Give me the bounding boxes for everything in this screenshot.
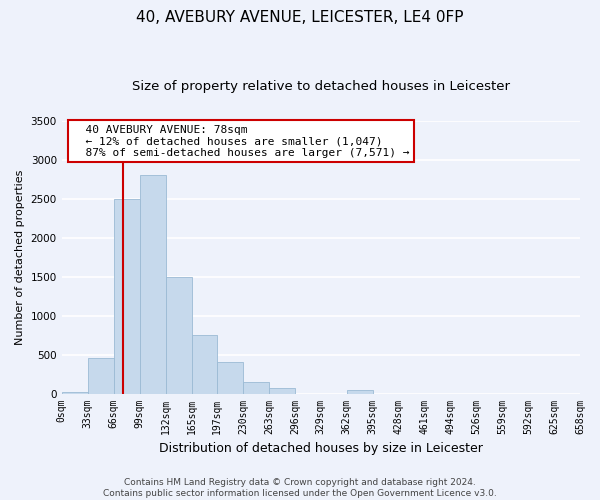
Bar [269, 388, 295, 394]
X-axis label: Distribution of detached houses by size in Leicester: Distribution of detached houses by size … [159, 442, 483, 455]
Bar [243, 382, 269, 394]
Text: Contains HM Land Registry data © Crown copyright and database right 2024.
Contai: Contains HM Land Registry data © Crown c… [103, 478, 497, 498]
Bar [113, 198, 140, 394]
Bar [140, 175, 166, 394]
Text: 40, AVEBURY AVENUE, LEICESTER, LE4 0FP: 40, AVEBURY AVENUE, LEICESTER, LE4 0FP [136, 10, 464, 25]
Bar [191, 335, 217, 394]
Bar [88, 358, 113, 394]
Bar [62, 392, 88, 394]
Bar [166, 276, 191, 394]
Title: Size of property relative to detached houses in Leicester: Size of property relative to detached ho… [132, 80, 510, 93]
Text: 40 AVEBURY AVENUE: 78sqm
  ← 12% of detached houses are smaller (1,047)
  87% of: 40 AVEBURY AVENUE: 78sqm ← 12% of detach… [72, 124, 410, 158]
Y-axis label: Number of detached properties: Number of detached properties [15, 170, 25, 344]
Bar [347, 390, 373, 394]
Bar [217, 362, 243, 394]
